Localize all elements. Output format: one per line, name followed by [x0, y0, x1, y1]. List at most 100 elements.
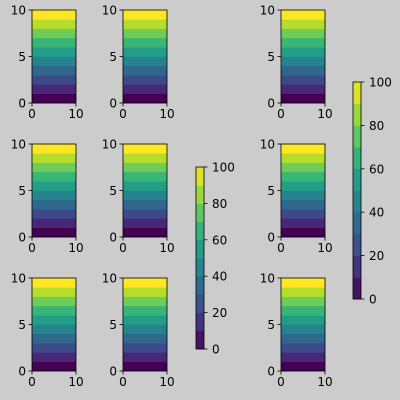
heatmap-cell	[32, 190, 76, 201]
x-tick-label: 0	[119, 107, 127, 121]
colorbar-segment	[196, 203, 204, 222]
y-tick-label: 5	[18, 184, 26, 198]
heatmap-cell	[281, 19, 325, 29]
heatmap-cell	[32, 65, 76, 76]
heatmap-cell	[281, 144, 325, 154]
heatmap-cell	[123, 199, 167, 210]
heatmap-cell	[123, 305, 167, 316]
colorbar-segment	[353, 82, 361, 104]
heatmap-panel: 0 10 0 5 10	[102, 4, 175, 122]
heatmap-cell	[32, 315, 76, 325]
heatmap-cell	[32, 75, 76, 85]
y-tick-label: 10	[11, 138, 26, 152]
x-tick-label: 10	[68, 107, 83, 121]
heatmap-panel: 0 10 0 5 10	[11, 138, 84, 256]
heatmap-cell	[32, 333, 76, 344]
heatmap-cell	[32, 153, 76, 163]
y-tick-label: 0	[267, 97, 275, 111]
heatmap-cell	[32, 209, 76, 219]
heatmap-cell	[123, 181, 167, 191]
heatmap-panel: 0 10 0 5 10	[11, 4, 84, 122]
colorbar-segment	[196, 294, 204, 313]
heatmap-cell	[32, 361, 76, 372]
y-tick-label: 5	[109, 184, 117, 198]
heatmap-cell	[281, 10, 325, 20]
heatmap-cell	[281, 171, 325, 182]
y-tick-label: 0	[109, 365, 117, 379]
colorbar-segment	[353, 190, 361, 213]
heatmap-cell	[281, 209, 325, 219]
heatmap-cell	[123, 361, 167, 372]
heatmap-cell	[123, 144, 167, 154]
x-tick-label: 0	[28, 375, 36, 389]
heatmap-cell	[32, 144, 76, 154]
heatmap-cell	[123, 75, 167, 85]
x-tick-label: 10	[68, 241, 83, 255]
colorbar-tick-label: 100	[369, 76, 392, 90]
heatmap-cell	[281, 315, 325, 325]
heatmap-cell	[281, 37, 325, 48]
heatmap-cell	[123, 209, 167, 219]
heatmap-cell	[281, 296, 325, 307]
heatmap-cell	[123, 352, 167, 362]
colorbar-segment	[196, 276, 204, 295]
y-tick-label: 10	[102, 4, 117, 18]
heatmap-cell	[32, 181, 76, 191]
heatmap-cell	[281, 47, 325, 57]
colorbar-segment	[353, 168, 361, 191]
heatmap-cell	[32, 296, 76, 307]
colorbar-segment	[353, 212, 361, 235]
y-tick-label: 0	[267, 231, 275, 245]
heatmap-panel: 0 10 0 5 10	[260, 272, 333, 390]
colorbar-frame	[195, 166, 205, 350]
y-tick-label: 5	[109, 50, 117, 64]
y-tick-label: 10	[260, 4, 275, 18]
y-tick-label: 10	[11, 272, 26, 286]
colorbar-tick-label: 20	[369, 249, 384, 263]
heatmap-cell	[123, 10, 167, 20]
heatmap-cell	[123, 343, 167, 353]
colorbar-segment	[353, 255, 361, 278]
heatmap-cell	[281, 190, 325, 201]
colorbar-tick-label: 80	[212, 197, 227, 211]
colorbar-segment	[353, 125, 361, 148]
heatmap-cell	[281, 361, 325, 372]
y-tick-label: 5	[267, 50, 275, 64]
heatmap-panel: 0 10 0 5 10	[260, 138, 333, 256]
heatmap-cell	[32, 227, 76, 238]
y-tick-label: 0	[18, 365, 26, 379]
heatmap-cell	[32, 171, 76, 182]
x-tick-label: 10	[159, 107, 174, 121]
x-tick-label: 0	[277, 107, 285, 121]
heatmap-cell	[123, 218, 167, 228]
heatmap-cell	[281, 28, 325, 39]
colorbar: 0 20 40 60 80 100	[352, 76, 392, 307]
heatmap-cell	[123, 28, 167, 39]
heatmap-cell	[281, 218, 325, 228]
heatmap-cell	[281, 305, 325, 316]
heatmap-cell	[123, 37, 167, 48]
colorbar-segment	[196, 221, 204, 241]
heatmap-cell	[123, 171, 167, 182]
heatmap-cell	[32, 218, 76, 228]
heatmap-cell	[32, 56, 76, 67]
y-tick-label: 10	[102, 272, 117, 286]
heatmap-cell	[123, 65, 167, 76]
heatmap-cell	[281, 278, 325, 288]
y-tick-label: 5	[18, 50, 26, 64]
heatmap-panel: 0 10 0 5 10	[102, 138, 175, 256]
colorbar: 0 20 40 60 80 100	[195, 161, 235, 357]
y-tick-label: 10	[260, 272, 275, 286]
x-tick-label: 10	[159, 241, 174, 255]
colorbar-segment	[196, 258, 204, 277]
colorbar-frame	[352, 81, 362, 300]
heatmap-cell	[281, 153, 325, 163]
x-tick-label: 10	[317, 241, 332, 255]
heatmap-cell	[281, 56, 325, 67]
heatmap-cell	[32, 37, 76, 48]
heatmap-cell	[32, 352, 76, 362]
y-tick-label: 5	[267, 184, 275, 198]
colorbar-segment	[353, 233, 361, 256]
heatmap-cell	[281, 333, 325, 344]
